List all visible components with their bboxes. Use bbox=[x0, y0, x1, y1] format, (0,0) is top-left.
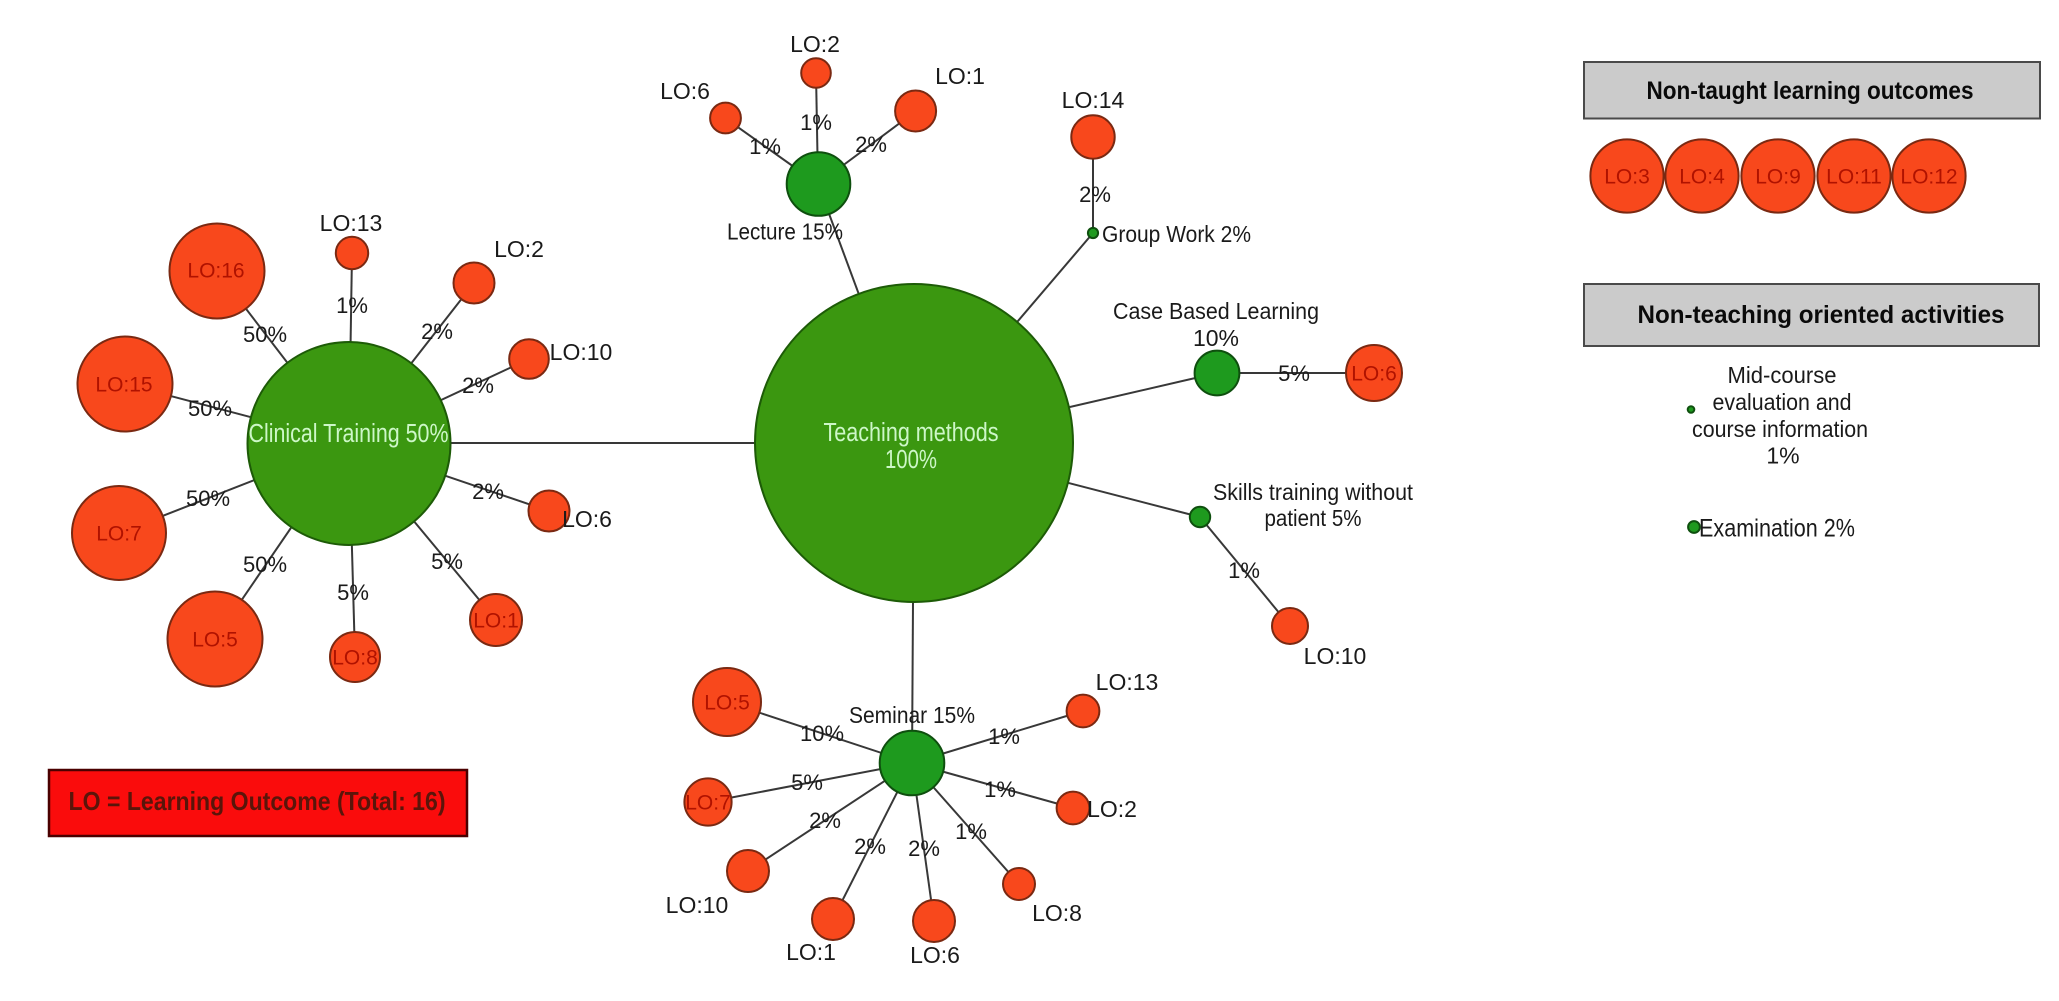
svg-text:2%: 2% bbox=[854, 834, 886, 859]
svg-text:Teaching methods: Teaching methods bbox=[824, 419, 999, 447]
svg-text:LO:3: LO:3 bbox=[1604, 166, 1650, 189]
svg-text:LO:6: LO:6 bbox=[660, 78, 710, 104]
svg-text:LO:13: LO:13 bbox=[1096, 669, 1159, 695]
svg-text:2%: 2% bbox=[809, 808, 841, 833]
svg-text:Group Work 2%: Group Work 2% bbox=[1102, 221, 1251, 247]
svg-text:LO:4: LO:4 bbox=[1679, 166, 1725, 189]
svg-text:1%: 1% bbox=[1228, 558, 1260, 583]
svg-text:Non-taught learning outcomes: Non-taught learning outcomes bbox=[1647, 77, 1974, 105]
svg-text:LO:10: LO:10 bbox=[1304, 643, 1367, 669]
svg-text:2%: 2% bbox=[855, 132, 887, 157]
svg-text:LO:5: LO:5 bbox=[192, 629, 238, 652]
svg-text:LO:6: LO:6 bbox=[910, 942, 960, 968]
svg-text:1%: 1% bbox=[336, 293, 368, 318]
svg-text:1%: 1% bbox=[749, 134, 781, 159]
svg-text:5%: 5% bbox=[791, 770, 823, 795]
svg-text:LO:2: LO:2 bbox=[790, 31, 840, 57]
svg-text:LO:14: LO:14 bbox=[1062, 87, 1125, 113]
svg-text:2%: 2% bbox=[462, 373, 494, 398]
svg-text:LO:13: LO:13 bbox=[320, 210, 383, 236]
svg-text:LO:1: LO:1 bbox=[935, 63, 985, 89]
svg-text:LO:7: LO:7 bbox=[96, 523, 142, 546]
svg-text:1%: 1% bbox=[988, 724, 1020, 749]
svg-text:10%: 10% bbox=[1193, 325, 1239, 351]
svg-text:5%: 5% bbox=[1278, 361, 1310, 386]
svg-text:1%: 1% bbox=[1766, 443, 1799, 469]
svg-text:50%: 50% bbox=[243, 552, 287, 577]
svg-text:LO:1: LO:1 bbox=[473, 610, 519, 633]
svg-text:Examination 2%: Examination 2% bbox=[1699, 515, 1855, 543]
svg-text:LO:8: LO:8 bbox=[1032, 900, 1082, 926]
svg-text:50%: 50% bbox=[243, 322, 287, 347]
svg-text:patient 5%: patient 5% bbox=[1265, 505, 1362, 531]
svg-text:50%: 50% bbox=[188, 396, 232, 421]
svg-text:LO:5: LO:5 bbox=[704, 692, 750, 715]
svg-text:Seminar 15%: Seminar 15% bbox=[849, 702, 975, 728]
svg-text:Skills training without: Skills training without bbox=[1213, 479, 1414, 505]
svg-text:1%: 1% bbox=[955, 819, 987, 844]
svg-text:LO:15: LO:15 bbox=[95, 374, 152, 397]
svg-text:LO:2: LO:2 bbox=[494, 236, 544, 262]
svg-text:LO:12: LO:12 bbox=[1900, 166, 1957, 189]
svg-text:2%: 2% bbox=[421, 319, 453, 344]
svg-text:1%: 1% bbox=[800, 110, 832, 135]
svg-text:LO:9: LO:9 bbox=[1755, 166, 1801, 189]
svg-text:Lecture 15%: Lecture 15% bbox=[727, 219, 843, 245]
svg-text:LO:10: LO:10 bbox=[666, 892, 729, 918]
svg-text:LO:1: LO:1 bbox=[786, 939, 836, 965]
svg-text:1%: 1% bbox=[984, 777, 1016, 802]
svg-text:LO:16: LO:16 bbox=[187, 260, 244, 283]
svg-text:LO:8: LO:8 bbox=[332, 647, 378, 670]
svg-text:10%: 10% bbox=[800, 721, 844, 746]
svg-text:evaluation and: evaluation and bbox=[1713, 389, 1852, 415]
svg-text:LO:10: LO:10 bbox=[550, 339, 613, 365]
svg-text:2%: 2% bbox=[908, 836, 940, 861]
svg-text:LO:7: LO:7 bbox=[685, 792, 731, 815]
svg-text:LO = Learning Outcome (Total:: LO = Learning Outcome (Total: 16) bbox=[69, 786, 446, 816]
svg-text:LO:6: LO:6 bbox=[562, 506, 612, 532]
svg-text:5%: 5% bbox=[337, 580, 369, 605]
svg-text:Mid-course: Mid-course bbox=[1728, 362, 1837, 388]
svg-text:LO:6: LO:6 bbox=[1351, 363, 1397, 386]
svg-text:Case Based Learning: Case Based Learning bbox=[1113, 298, 1319, 324]
svg-text:Non-teaching oriented activiti: Non-teaching oriented activities bbox=[1638, 301, 2005, 329]
svg-text:2%: 2% bbox=[1079, 182, 1111, 207]
svg-text:5%: 5% bbox=[431, 549, 463, 574]
svg-text:course information: course information bbox=[1692, 416, 1868, 442]
svg-text:50%: 50% bbox=[186, 486, 230, 511]
svg-text:LO:2: LO:2 bbox=[1087, 796, 1137, 822]
svg-text:Clinical Training 50%: Clinical Training 50% bbox=[249, 420, 449, 448]
svg-text:2%: 2% bbox=[472, 479, 504, 504]
svg-text:100%: 100% bbox=[885, 446, 937, 474]
svg-text:LO:11: LO:11 bbox=[1826, 166, 1882, 189]
